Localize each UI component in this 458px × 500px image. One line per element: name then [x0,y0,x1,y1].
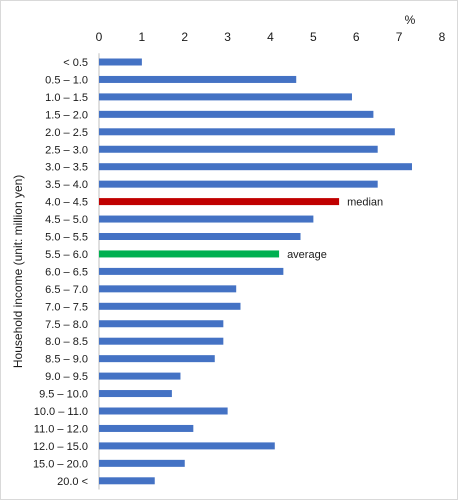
category-label: 3.5 – 4.0 [45,179,88,191]
bar [99,459,185,467]
category-label: 5.0 – 5.5 [45,232,88,244]
bar [99,58,142,66]
category-label: 6.5 – 7.0 [45,284,88,296]
bar [99,337,224,345]
category-label: 0.5 – 1.0 [45,74,88,86]
x-tick-label: 0 [96,30,103,44]
category-label: 11.0 – 12.0 [34,423,88,435]
x-tick-label: 8 [439,30,446,44]
bar [99,442,275,450]
category-label: 4.0 – 4.5 [45,197,88,209]
median-annotation: median [347,197,383,209]
bar [99,390,172,398]
x-tick-label: 3 [224,30,231,44]
category-label: 12.0 – 15.0 [33,441,88,453]
category-label: 1.0 – 1.5 [45,92,88,104]
category-label: 15.0 – 20.0 [33,458,88,470]
x-tick-label: 5 [310,30,317,44]
bar [99,320,224,328]
bar [99,198,340,206]
bar [99,372,181,380]
y-axis-title: Household income (unit: million yen) [11,175,25,368]
bar [99,75,297,83]
category-label: 8.0 – 8.5 [45,336,88,348]
x-tick-label: 1 [139,30,146,44]
category-label: 10.0 – 11.0 [34,406,88,418]
x-axis-ticks: 0 1 2 3 4 5 6 7 8 [96,30,446,44]
category-label: 4.5 – 5.0 [45,214,88,226]
bar [99,477,155,485]
bar [99,267,284,275]
bar [99,407,228,415]
bar [99,128,395,136]
bar [99,180,378,188]
category-label: 1.5 – 2.0 [45,109,88,121]
x-tick-label: 4 [267,30,274,44]
category-label: 5.5 – 6.0 [45,249,88,261]
category-label: < 0.5 [63,57,88,69]
x-tick-label: 6 [353,30,360,44]
category-label: 9.0 – 9.5 [45,371,88,383]
bar [99,110,374,118]
bar [99,424,194,432]
bar [99,163,412,171]
average-annotation: average [287,249,327,261]
bar [99,145,378,153]
bar [99,250,280,258]
x-tick-label: 2 [181,30,188,44]
category-label: 6.0 – 6.5 [45,266,88,278]
bar [99,233,301,240]
category-label: 9.5 – 10.0 [39,389,88,401]
category-rows: < 0.5 0.5 – 1.0 1.0 – 1.5 1.5 – 2.0 2.0 – 2.… [33,57,412,488]
category-label: 8.5 – 9.0 [45,354,88,366]
category-label: 7.0 – 7.5 [45,301,88,313]
category-label: 2.5 – 3.0 [45,144,88,156]
category-label: 2.0 – 2.5 [45,127,88,139]
category-label: 3.0 – 3.5 [45,162,88,174]
bar [99,302,241,310]
x-axis-unit-label: % [405,13,416,27]
bar [99,215,314,223]
category-label: 7.5 – 8.0 [45,319,88,331]
category-label: 20.0 < [57,476,88,488]
bar [99,93,352,101]
x-tick-label: 7 [396,30,403,44]
bar [99,285,237,293]
bar [99,355,215,363]
